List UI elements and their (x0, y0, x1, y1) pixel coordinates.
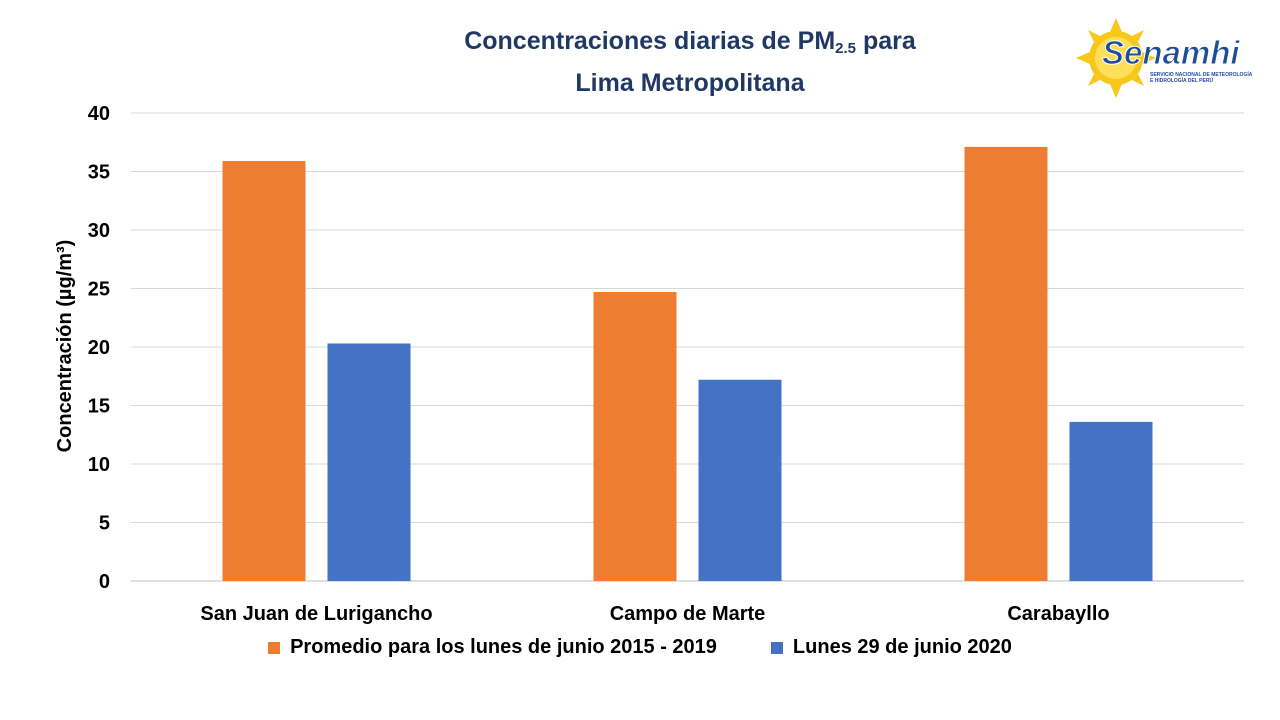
title-subscript: 2.5 (835, 40, 857, 57)
chart-title-line1: Concentraciones diarias de PM2.5 para (290, 24, 1090, 66)
title-main-text: Concentraciones diarias de PM (464, 27, 836, 55)
bar-lunes-2020-3 (1069, 421, 1153, 581)
y-tick-label: 10 (88, 454, 110, 476)
bar-promedio-3 (964, 146, 1048, 581)
logo-wordmark: Senamhi (1102, 34, 1240, 71)
bar-promedio-1 (222, 160, 306, 581)
logo-subtitle-line2: E HIDROLOGÍA DEL PERÚ (1150, 76, 1213, 84)
y-tick-label: 25 (88, 279, 110, 301)
title-tail-text: para (856, 27, 916, 55)
x-axis-ticks: San Juan de Lurigancho Campo de Marte Cara… (200, 603, 1109, 625)
legend-label-series-1: Promedio para los lunes de junio 2015 - … (290, 636, 717, 658)
legend: Promedio para los lunes de junio 2015 - … (0, 636, 1280, 659)
bar-promedio-2 (593, 292, 677, 581)
chart-title: Concentraciones diarias de PM2.5 para Li… (290, 24, 1090, 100)
logo-subtitle-line1: SERVICIO NACIONAL DE METEOROLOGÍA (1150, 70, 1252, 78)
x-tick-label: San Juan de Lurigancho (200, 603, 432, 625)
y-tick-label: 40 (88, 103, 110, 125)
y-tick-label: 0 (99, 571, 110, 593)
y-tick-label: 30 (88, 220, 110, 242)
bars (222, 146, 1153, 581)
x-tick-label: Campo de Marte (610, 603, 766, 625)
x-tick-label: Carabayllo (1007, 603, 1109, 625)
sun-icon (1076, 18, 1156, 98)
legend-swatch-series-2 (770, 641, 783, 654)
legend-label-series-2: Lunes 29 de junio 2020 (792, 636, 1012, 658)
y-tick-label: 15 (88, 396, 110, 418)
legend-item-series-2: Lunes 29 de junio 2020 (770, 636, 1012, 659)
y-axis-label: Concentración (µg/m³) (54, 240, 76, 453)
y-tick-label: 35 (88, 162, 110, 184)
chart-title-line2: Lima Metropolitana (575, 69, 805, 97)
legend-swatch-series-1 (268, 641, 281, 654)
y-tick-label: 5 (99, 513, 110, 535)
gridlines (131, 112, 1244, 582)
bar-lunes-2020-1 (327, 343, 411, 581)
senamhi-logo: Senamhi SERVICIO NACIONAL DE METEOROLOGÍ… (1076, 18, 1252, 98)
y-tick-label: 20 (88, 337, 110, 359)
legend-item-series-1: Promedio para los lunes de junio 2015 - … (268, 636, 717, 659)
bar-lunes-2020-2 (698, 379, 782, 581)
y-axis-ticks: 0 5 10 15 20 25 30 35 40 (88, 103, 110, 593)
